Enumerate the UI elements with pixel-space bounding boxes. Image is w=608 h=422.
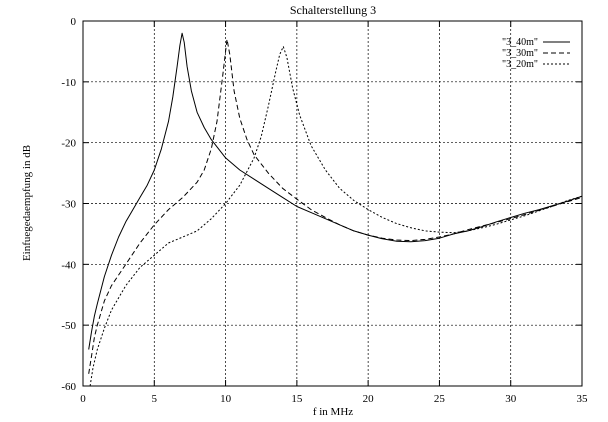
axis-ticks: 0 5 10 15 20 25 30 35 0 -10 -20 -30 -40 -50 -60 xyxy=(61,16,588,405)
x-axis-label: f in MHz xyxy=(313,406,353,418)
x-tick-label: 25 xyxy=(434,393,446,405)
y-tick-label: -60 xyxy=(61,381,76,393)
legend-label: "3_20m" xyxy=(502,59,538,70)
series-line-2 xyxy=(88,38,583,374)
series-lines xyxy=(88,32,583,387)
x-tick-label: 0 xyxy=(80,393,86,405)
x-tick-label: 35 xyxy=(577,393,589,405)
x-tick-label: 20 xyxy=(363,393,375,405)
y-tick-label: 0 xyxy=(71,16,77,28)
chart-title: Schalterstellung 3 xyxy=(290,3,376,17)
y-tick-label: -10 xyxy=(61,77,76,89)
legend: "3_40m""3_30m""3_20m" xyxy=(502,37,570,70)
x-tick-label: 10 xyxy=(220,393,232,405)
y-tick-label: -30 xyxy=(61,199,76,211)
y-tick-label: -40 xyxy=(61,259,76,271)
x-tick-label: 5 xyxy=(152,393,158,405)
legend-label: "3_30m" xyxy=(502,48,538,59)
y-axis-label: Einfuegedaempfung in dB xyxy=(21,145,33,261)
series-line-3 xyxy=(89,46,583,387)
y-tick-label: -50 xyxy=(61,320,76,332)
grid xyxy=(83,21,582,386)
legend-label: "3_40m" xyxy=(502,37,538,48)
y-tick-label: -20 xyxy=(61,138,76,150)
x-tick-label: 30 xyxy=(505,393,517,405)
x-tick-label: 15 xyxy=(291,393,303,405)
